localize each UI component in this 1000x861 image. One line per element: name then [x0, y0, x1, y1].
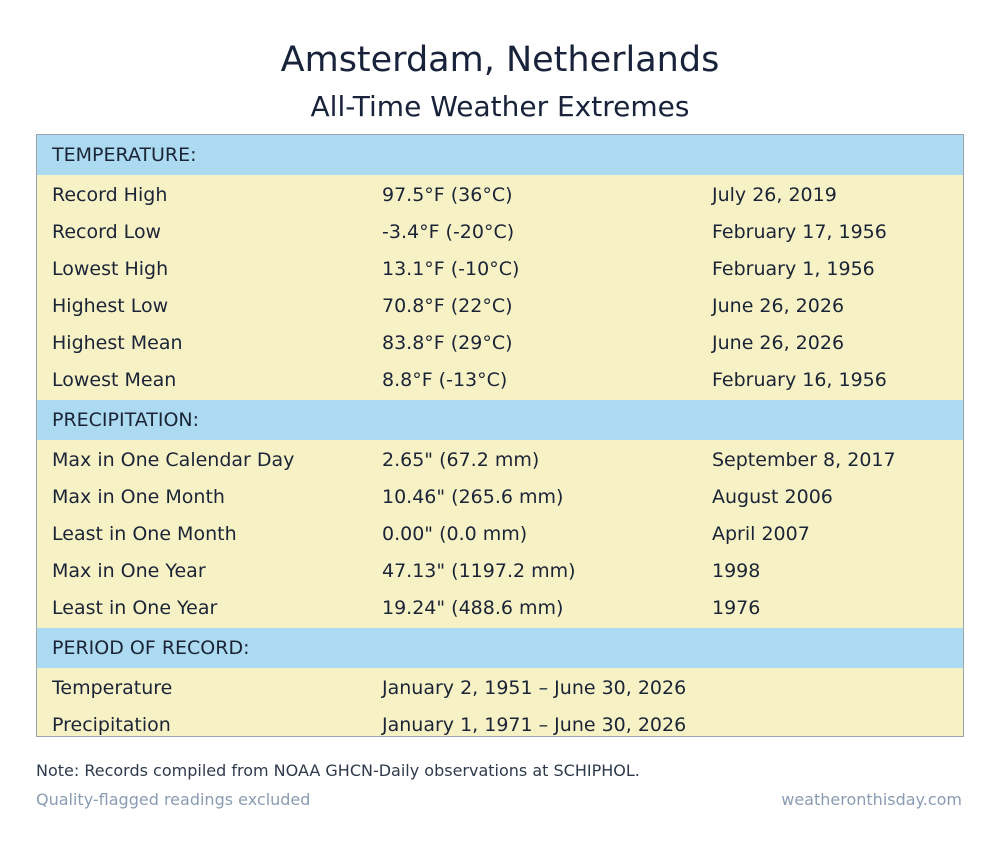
row-label: Lowest High — [52, 257, 169, 280]
table-row: Max in One Calendar Day 2.65" (67.2 mm) … — [37, 441, 963, 478]
table-row: Record Low -3.4°F (-20°C) February 17, 1… — [37, 213, 963, 250]
table-row: Max in One Month 10.46" (265.6 mm) Augus… — [37, 478, 963, 515]
row-label: Max in One Month — [52, 485, 225, 508]
row-value: January 1, 1971 – June 30, 2026 — [382, 713, 687, 736]
row-label: Least in One Month — [52, 522, 237, 545]
row-value: 47.13" (1197.2 mm) — [382, 559, 576, 582]
table-row: Highest Mean 83.8°F (29°C) June 26, 2026 — [37, 324, 963, 361]
row-label: Record High — [52, 183, 168, 206]
page-subtitle: All-Time Weather Extremes — [310, 90, 690, 123]
table-row: Lowest Mean 8.8°F (-13°C) February 16, 1… — [37, 361, 963, 398]
table-row: Lowest High 13.1°F (-10°C) February 1, 1… — [37, 250, 963, 287]
row-label: Temperature — [52, 676, 173, 699]
section-body-period-of-record: Temperature January 2, 1951 – June 30, 2… — [37, 668, 963, 736]
row-value: 0.00" (0.0 mm) — [382, 522, 528, 545]
row-date: February 16, 1956 — [712, 368, 887, 391]
row-date: June 26, 2026 — [712, 331, 845, 354]
row-date: August 2006 — [712, 485, 833, 508]
row-label: Record Low — [52, 220, 162, 243]
row-label: Highest Low — [52, 294, 169, 317]
row-label: Max in One Year — [52, 559, 206, 582]
row-value: 8.8°F (-13°C) — [382, 368, 508, 391]
extremes-table: TEMPERATURE: Record High 97.5°F (36°C) J… — [36, 134, 964, 737]
section-header-precipitation: PRECIPITATION: — [37, 400, 963, 440]
row-date: July 26, 2019 — [712, 183, 837, 206]
table-row: Highest Low 70.8°F (22°C) June 26, 2026 — [37, 287, 963, 324]
row-date: June 26, 2026 — [712, 294, 845, 317]
table-row: Precipitation January 1, 1971 – June 30,… — [37, 706, 963, 736]
row-label: Precipitation — [52, 713, 171, 736]
footer-site-credit: weatheronthisday.com — [781, 790, 962, 809]
row-date: February 17, 1956 — [712, 220, 887, 243]
section-header-temperature: TEMPERATURE: — [37, 135, 963, 175]
row-value: 70.8°F (22°C) — [382, 294, 513, 317]
row-value: 19.24" (488.6 mm) — [382, 596, 564, 619]
footer-disclaimer: Quality-flagged readings excluded — [36, 790, 311, 809]
footnote: Note: Records compiled from NOAA GHCN-Da… — [36, 761, 640, 780]
section-body-temperature: Record High 97.5°F (36°C) July 26, 2019 … — [37, 175, 963, 400]
row-value: January 2, 1951 – June 30, 2026 — [382, 676, 687, 699]
table-row: Max in One Year 47.13" (1197.2 mm) 1998 — [37, 552, 963, 589]
row-date: 1998 — [712, 559, 761, 582]
row-label: Least in One Year — [52, 596, 218, 619]
row-label: Lowest Mean — [52, 368, 177, 391]
row-value: 13.1°F (-10°C) — [382, 257, 520, 280]
row-label: Highest Mean — [52, 331, 183, 354]
row-date: February 1, 1956 — [712, 257, 875, 280]
table-row: Temperature January 2, 1951 – June 30, 2… — [37, 669, 963, 706]
row-value: 97.5°F (36°C) — [382, 183, 513, 206]
section-header-period-of-record: PERIOD OF RECORD: — [37, 628, 963, 668]
section-body-precipitation: Max in One Calendar Day 2.65" (67.2 mm) … — [37, 440, 963, 628]
row-value: 2.65" (67.2 mm) — [382, 448, 540, 471]
row-value: 83.8°F (29°C) — [382, 331, 513, 354]
page-title: Amsterdam, Netherlands — [280, 40, 720, 80]
row-value: -3.4°F (-20°C) — [382, 220, 515, 243]
row-date: 1976 — [712, 596, 761, 619]
row-value: 10.46" (265.6 mm) — [382, 485, 564, 508]
table-row: Least in One Month 0.00" (0.0 mm) April … — [37, 515, 963, 552]
table-row: Record High 97.5°F (36°C) July 26, 2019 — [37, 176, 963, 213]
row-label: Max in One Calendar Day — [52, 448, 295, 471]
table-row: Least in One Year 19.24" (488.6 mm) 1976 — [37, 589, 963, 626]
row-date: April 2007 — [712, 522, 810, 545]
row-date: September 8, 2017 — [712, 448, 896, 471]
